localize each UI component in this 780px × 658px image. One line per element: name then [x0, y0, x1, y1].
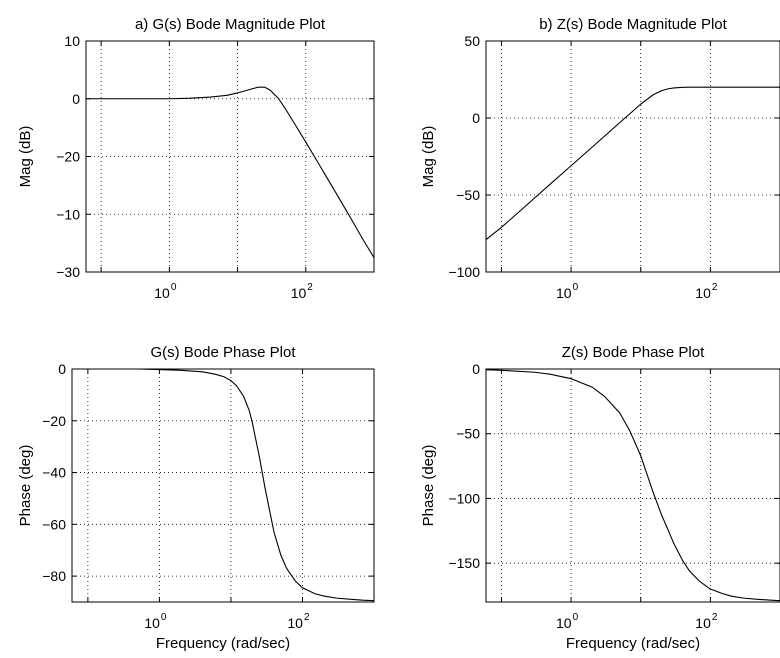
axes-frame: [485, 40, 780, 273]
y-axis-label: Phase (deg): [420, 445, 437, 527]
y-tick-label: 0: [472, 361, 480, 377]
y-tick-label: 10: [64, 33, 80, 49]
panel-4: −150 −100 −50 0 100 102 Z(s) Bode Phase Plot Ph…: [420, 344, 780, 652]
y-tick-label: −100: [448, 264, 480, 280]
y-tick-label: −100: [448, 490, 480, 506]
x-tick-label: 100: [154, 282, 177, 301]
x-tick-label: 102: [287, 612, 310, 631]
y-axis-label: Mag (dB): [420, 126, 437, 188]
y-tick-label: −30: [56, 264, 80, 280]
series-line: [485, 86, 780, 241]
x-axis-label: Frequency (rad/sec): [566, 635, 700, 652]
y-tick-label: 0: [472, 110, 480, 126]
x-tick-label: 100: [556, 282, 579, 301]
chart-title: G(s) Bode Phase Plot: [150, 344, 296, 361]
y-tick-label: −50: [456, 426, 480, 442]
y-axis-label: Mag (dB): [17, 126, 34, 188]
y-tick-label: −20: [56, 149, 80, 165]
y-tick-label: −40: [42, 465, 66, 481]
x-tick-label: 102: [695, 282, 718, 301]
y-tick-label: 50: [464, 33, 480, 49]
panel-1: −30 −10 −20 0 10 100 102 a) G(s) Bode Magnitude…: [17, 16, 375, 301]
panel-3: −80 −60 −40 −20 0 100 102 G(s) Bode Phase Plot P…: [17, 344, 375, 652]
y-tick-label: −10: [56, 206, 80, 222]
y-tick-label: −50: [456, 187, 480, 203]
series-line: [86, 86, 375, 258]
x-tick-label: 102: [291, 282, 314, 301]
y-axis-label: Phase (deg): [17, 445, 34, 527]
chart-title: Z(s) Bode Phase Plot: [562, 344, 705, 361]
y-tick-label: −80: [42, 568, 66, 584]
x-axis-label: Frequency (rad/sec): [156, 635, 290, 652]
x-tick-label: 100: [144, 612, 167, 631]
y-tick-label: −20: [42, 413, 66, 429]
y-tick-label: −60: [42, 516, 66, 532]
axes-frame: [71, 368, 375, 603]
x-tick-label: 102: [695, 612, 718, 631]
x-tick-label: 100: [556, 612, 579, 631]
series-line: [485, 369, 780, 602]
y-tick-label: −150: [448, 555, 480, 571]
axes-frame: [485, 368, 780, 603]
y-tick-label: 0: [58, 361, 66, 377]
y-tick-label: 0: [72, 91, 80, 107]
chart-title: a) G(s) Bode Magnitude Plot: [135, 16, 326, 33]
series-line: [72, 368, 375, 602]
chart-title: b) Z(s) Bode Magnitude Plot: [539, 16, 727, 33]
panel-2: −100 −50 0 50 100 102 b) Z(s) Bode Magnitude P…: [420, 16, 780, 301]
